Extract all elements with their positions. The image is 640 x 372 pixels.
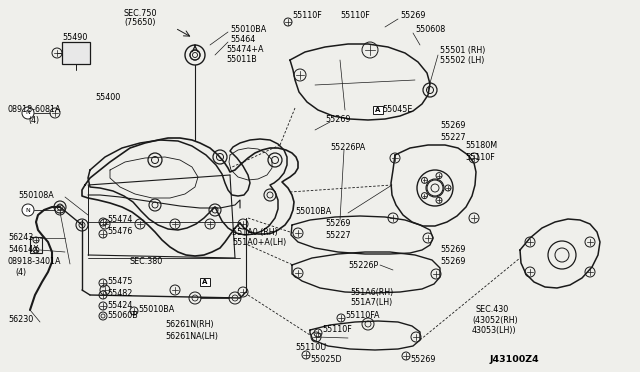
Text: 55010BA: 55010BA xyxy=(138,305,174,314)
Text: 55464: 55464 xyxy=(230,35,255,45)
Text: 55110F: 55110F xyxy=(322,326,352,334)
Text: 55269: 55269 xyxy=(440,257,465,266)
Text: 55269: 55269 xyxy=(410,356,435,365)
Text: 55226P: 55226P xyxy=(348,260,378,269)
Text: 55226PA: 55226PA xyxy=(330,144,365,153)
Text: 55045E: 55045E xyxy=(382,106,412,115)
Text: 55502 (LH): 55502 (LH) xyxy=(440,55,484,64)
Text: 550108A: 550108A xyxy=(18,192,54,201)
Text: 56261N(RH): 56261N(RH) xyxy=(165,321,214,330)
Text: 55501 (RH): 55501 (RH) xyxy=(440,45,485,55)
Text: J43100Z4: J43100Z4 xyxy=(490,356,540,365)
Text: 55227: 55227 xyxy=(325,231,351,240)
Text: (4): (4) xyxy=(15,267,26,276)
Bar xyxy=(373,106,383,114)
Text: 55010BA: 55010BA xyxy=(230,26,266,35)
Text: SEC.750: SEC.750 xyxy=(124,10,157,19)
Bar xyxy=(62,42,90,64)
Text: 55011B: 55011B xyxy=(226,55,257,64)
Text: 550608: 550608 xyxy=(415,26,445,35)
Text: 551A0 (RH): 551A0 (RH) xyxy=(232,228,278,237)
Text: 08918-6081A: 08918-6081A xyxy=(8,106,61,115)
Text: 55269: 55269 xyxy=(440,121,465,129)
Text: A: A xyxy=(202,279,208,285)
Text: 55010BA: 55010BA xyxy=(295,208,332,217)
Text: 55482: 55482 xyxy=(107,289,132,298)
Text: 54614X: 54614X xyxy=(8,246,38,254)
Bar xyxy=(30,237,42,253)
Text: 55110F: 55110F xyxy=(340,12,370,20)
Circle shape xyxy=(22,204,34,216)
Text: 55269: 55269 xyxy=(325,115,351,125)
Text: 56243: 56243 xyxy=(8,234,33,243)
Text: 08918-3401A: 08918-3401A xyxy=(8,257,61,266)
Text: 55060B: 55060B xyxy=(107,311,138,320)
Text: N: N xyxy=(26,208,30,212)
Text: 55400: 55400 xyxy=(95,93,120,103)
Text: 55110F: 55110F xyxy=(465,154,495,163)
Text: 55476: 55476 xyxy=(107,228,132,237)
Text: 55269: 55269 xyxy=(400,12,426,20)
Text: (4): (4) xyxy=(28,115,39,125)
Text: 56261NA(LH): 56261NA(LH) xyxy=(165,331,218,340)
Text: 55490: 55490 xyxy=(62,32,88,42)
Text: (43052(RH): (43052(RH) xyxy=(472,315,518,324)
Text: 56230: 56230 xyxy=(8,315,33,324)
Text: 55110U: 55110U xyxy=(295,343,326,352)
Text: 551A0+A(LH): 551A0+A(LH) xyxy=(232,237,286,247)
Text: 55110F: 55110F xyxy=(292,12,322,20)
Text: A: A xyxy=(375,107,381,113)
Text: (75650): (75650) xyxy=(124,17,156,26)
Text: SEC.430: SEC.430 xyxy=(475,305,508,314)
Text: 55424: 55424 xyxy=(107,301,132,310)
Text: 43053(LH)): 43053(LH)) xyxy=(472,326,516,334)
Text: 55110FA: 55110FA xyxy=(345,311,380,320)
Text: 55269: 55269 xyxy=(325,218,351,228)
Text: SEC.380: SEC.380 xyxy=(130,257,163,266)
Text: 55474: 55474 xyxy=(107,215,132,224)
Text: 551A6(RH): 551A6(RH) xyxy=(350,288,393,296)
Text: N: N xyxy=(26,110,30,115)
Text: 55227: 55227 xyxy=(440,134,466,142)
Bar xyxy=(200,278,210,286)
Text: 55474+A: 55474+A xyxy=(226,45,264,55)
Text: 55269: 55269 xyxy=(440,246,465,254)
Circle shape xyxy=(22,107,34,119)
Text: 55025D: 55025D xyxy=(310,356,342,365)
Text: 55180M: 55180M xyxy=(465,141,497,150)
Text: 551A7(LH): 551A7(LH) xyxy=(350,298,392,308)
Text: 55475: 55475 xyxy=(107,278,132,286)
